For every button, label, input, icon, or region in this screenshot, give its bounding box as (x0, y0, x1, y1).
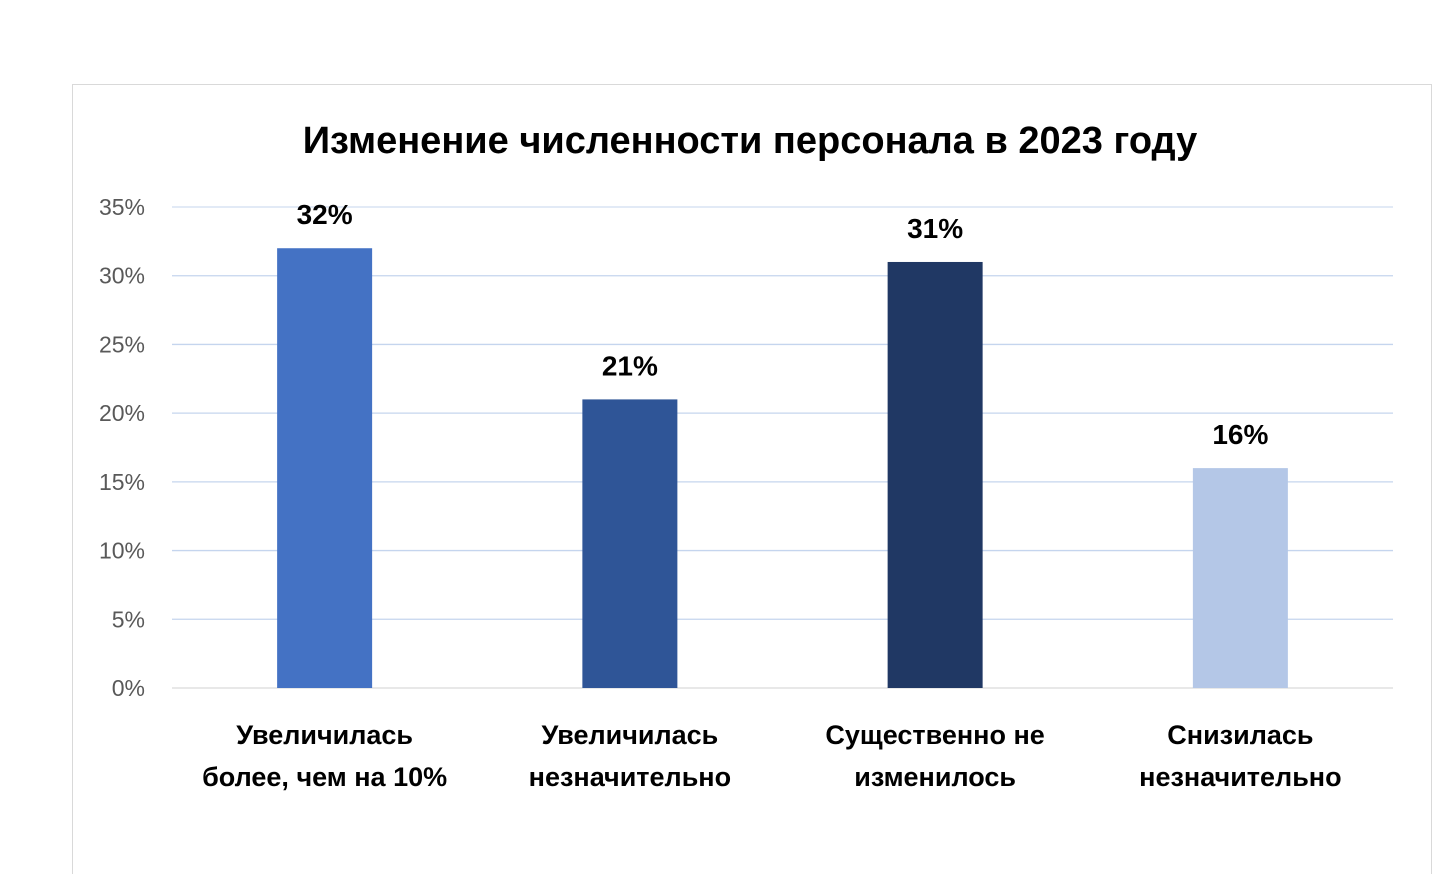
bars (277, 248, 1288, 688)
y-tick-label: 10% (99, 538, 145, 564)
y-tick-label: 15% (99, 469, 145, 495)
data-label: 32% (297, 199, 353, 230)
y-tick-label: 0% (112, 675, 145, 701)
bar (887, 261, 983, 688)
data-label: 16% (1212, 419, 1268, 450)
category-label: незначительно (529, 762, 731, 792)
chart-title: Изменение численности персонала в 2023 г… (303, 120, 1198, 162)
gridlines (172, 206, 1393, 689)
y-tick-label: 25% (99, 331, 145, 357)
category-label: Увеличилась (236, 720, 413, 750)
bar (277, 248, 373, 688)
bar (1192, 468, 1288, 688)
category-label: незначительно (1139, 762, 1341, 792)
category-label: изменилось (854, 762, 1016, 792)
category-label: Снизилась (1167, 720, 1313, 750)
y-tick-label: 5% (112, 606, 145, 632)
y-axis-ticks: 0% 5% 10% 15% 20% 25% 30% 35% (99, 194, 145, 701)
bar (582, 399, 678, 688)
data-labels: 32% 21% 31% 16% (297, 199, 1269, 450)
y-tick-label: 35% (99, 194, 145, 220)
data-label: 31% (907, 213, 963, 244)
y-tick-label: 30% (99, 263, 145, 289)
category-label: более, чем на 10% (202, 762, 447, 792)
category-label: Увеличилась (541, 720, 718, 750)
category-label: Существенно не (825, 720, 1044, 750)
x-axis-categories: Увеличилась более, чем на 10% Увеличилась н… (202, 720, 1341, 792)
y-tick-label: 20% (99, 400, 145, 426)
data-label: 21% (602, 350, 658, 381)
